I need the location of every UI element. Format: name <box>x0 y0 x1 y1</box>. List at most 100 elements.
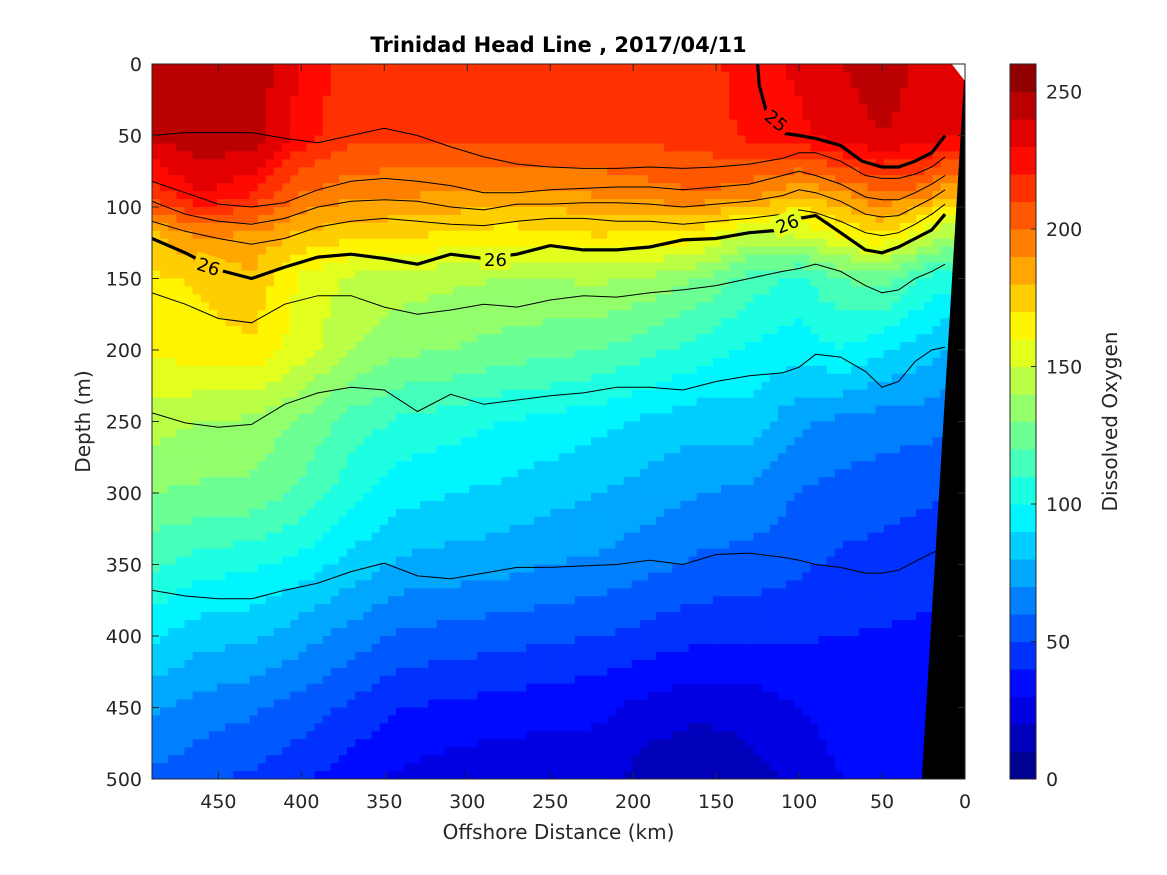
oxygen-cell <box>607 151 617 160</box>
oxygen-cell <box>192 350 202 359</box>
oxygen-cell <box>721 143 730 152</box>
oxygen-cell <box>729 191 738 200</box>
oxygen-cell <box>924 413 934 423</box>
oxygen-cell <box>176 238 186 248</box>
oxygen-cell <box>412 191 421 200</box>
oxygen-cell <box>412 318 421 327</box>
oxygen-cell <box>867 103 877 113</box>
oxygen-cell <box>420 318 430 327</box>
oxygen-cell <box>347 437 356 446</box>
oxygen-cell <box>387 421 397 431</box>
oxygen-cell <box>525 286 535 295</box>
oxygen-cell <box>217 79 226 89</box>
oxygen-cell <box>875 413 885 423</box>
oxygen-cell <box>566 191 576 200</box>
oxygen-cell <box>867 199 877 208</box>
oxygen-cell <box>452 302 462 311</box>
oxygen-cell <box>818 365 828 375</box>
oxygen-cell <box>696 278 706 288</box>
oxygen-cell <box>176 159 186 168</box>
oxygen-cell <box>501 413 511 423</box>
oxygen-cell <box>794 87 803 97</box>
oxygen-cell <box>712 238 722 248</box>
oxygen-cell <box>428 397 438 407</box>
oxygen-cell <box>241 397 251 407</box>
oxygen-cell <box>737 119 747 129</box>
oxygen-cell <box>883 294 893 303</box>
oxygen-cell <box>688 127 698 137</box>
oxygen-cell <box>834 199 844 208</box>
oxygen-cell <box>395 453 405 462</box>
oxygen-cell <box>615 445 625 454</box>
oxygen-cell <box>591 207 600 216</box>
oxygen-cell <box>656 365 665 375</box>
oxygen-cell <box>436 119 446 129</box>
oxygen-cell <box>558 95 568 105</box>
oxygen-cell <box>314 175 324 184</box>
oxygen-cell <box>745 95 755 105</box>
oxygen-cell <box>428 127 438 137</box>
oxygen-cell <box>615 159 625 168</box>
oxygen-cell <box>753 445 763 454</box>
oxygen-cell <box>891 453 901 462</box>
oxygen-cell <box>404 199 413 208</box>
oxygen-cell <box>160 64 169 73</box>
oxygen-cell <box>257 453 267 462</box>
oxygen-cell <box>322 127 332 137</box>
oxygen-cell <box>404 278 413 288</box>
oxygen-cell <box>387 294 397 303</box>
oxygen-cell <box>550 175 560 184</box>
oxygen-cell <box>721 214 730 224</box>
oxygen-cell <box>729 294 738 303</box>
oxygen-cell <box>574 119 584 129</box>
oxygen-cell <box>843 167 852 176</box>
oxygen-cell <box>460 389 470 399</box>
oxygen-cell <box>859 350 869 359</box>
oxygen-cell <box>534 278 543 288</box>
oxygen-cell <box>582 389 592 399</box>
oxygen-cell <box>574 230 584 240</box>
oxygen-cell <box>379 246 389 256</box>
oxygen-cell <box>851 127 860 137</box>
oxygen-cell <box>623 119 633 129</box>
oxygen-cell <box>656 302 665 311</box>
oxygen-cell <box>696 357 706 367</box>
oxygen-cell <box>200 222 210 232</box>
oxygen-cell <box>834 95 844 105</box>
oxygen-cell <box>647 350 657 359</box>
oxygen-cell <box>859 373 869 383</box>
oxygen-cell <box>379 357 389 367</box>
oxygen-cell <box>769 79 779 89</box>
oxygen-cell <box>290 111 299 121</box>
oxygen-cell <box>721 397 730 407</box>
oxygen-cell <box>615 175 625 184</box>
oxygen-cell <box>599 71 608 81</box>
oxygen-cell <box>208 87 218 97</box>
oxygen-cell <box>672 222 682 232</box>
oxygen-cell <box>273 64 283 73</box>
oxygen-cell <box>298 87 308 97</box>
oxygen-cell <box>607 64 617 73</box>
oxygen-cell <box>395 270 405 280</box>
oxygen-cell <box>217 222 226 232</box>
oxygen-cell <box>631 95 641 105</box>
oxygen-cell <box>631 270 641 280</box>
oxygen-cell <box>843 413 852 423</box>
oxygen-cell <box>200 167 210 176</box>
oxygen-cell <box>794 365 803 375</box>
oxygen-cell <box>208 230 218 240</box>
oxygen-cell <box>290 238 299 248</box>
oxygen-cell <box>778 413 787 423</box>
oxygen-cell <box>436 413 446 423</box>
oxygen-cell <box>347 270 356 280</box>
oxygen-cell <box>184 270 194 280</box>
oxygen-cell <box>721 95 730 105</box>
oxygen-cell <box>639 381 649 391</box>
oxygen-cell <box>168 262 177 272</box>
oxygen-cell <box>778 207 787 216</box>
oxygen-cell <box>249 397 259 407</box>
oxygen-cell <box>444 302 454 311</box>
oxygen-cell <box>615 357 625 367</box>
oxygen-cell <box>192 183 202 192</box>
oxygen-cell <box>257 214 267 224</box>
